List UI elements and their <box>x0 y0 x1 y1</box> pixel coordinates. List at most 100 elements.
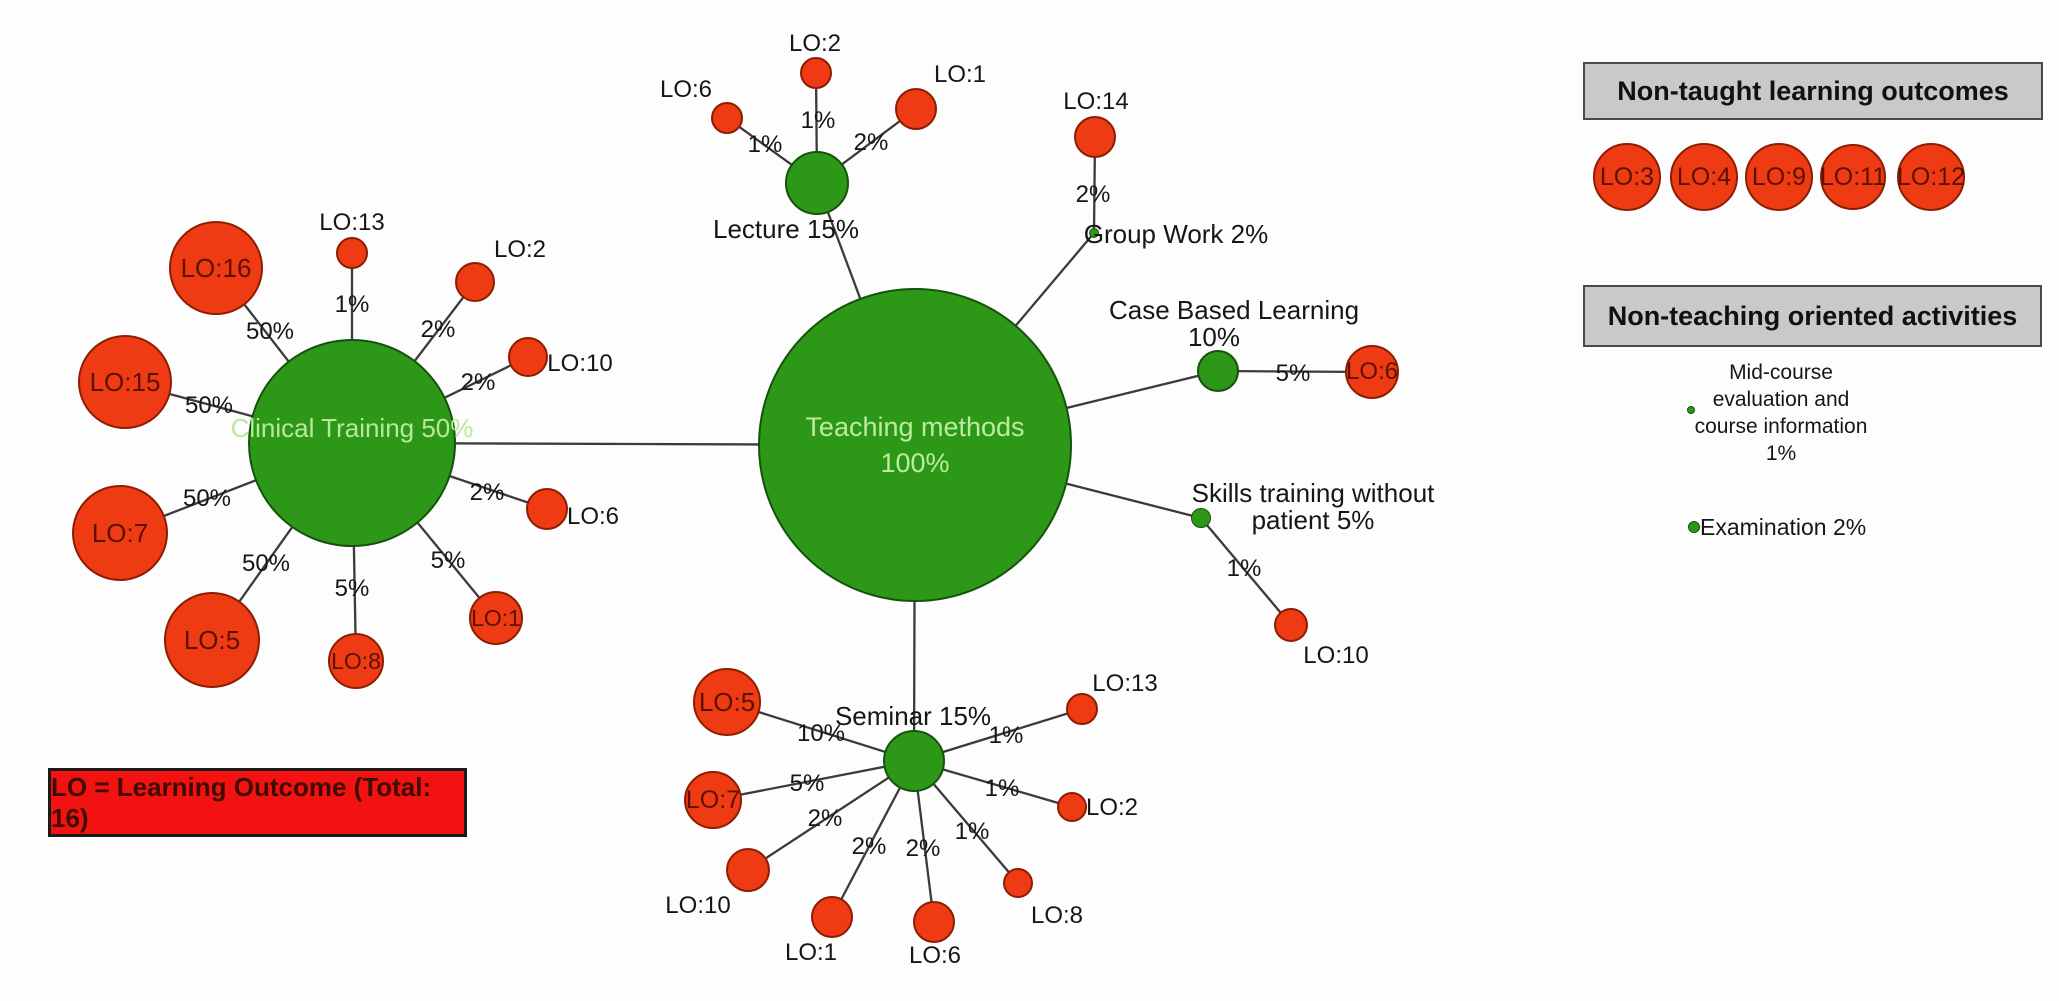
clinical-lo5-pct: 50% <box>241 550 291 578</box>
non-taught-header: Non-taught learning outcomes <box>1583 62 2043 120</box>
non-teaching-header: Non-teaching oriented activities <box>1583 285 2042 347</box>
midcourse-line1: Mid-course <box>1729 361 1833 384</box>
seminar-lo8-label: LO:8 <box>1030 902 1084 930</box>
node-clinical-lo2 <box>455 262 495 302</box>
node-group-work <box>1089 228 1099 238</box>
node-lecture-lo6 <box>711 102 743 134</box>
clinical-training-label: Clinical Training 50% <box>230 413 474 444</box>
seminar-lo1-pct: 2% <box>851 833 887 861</box>
lecture-lo6-label: LO:6 <box>659 76 713 104</box>
legend-label: LO = Learning Outcome (Total: 16) <box>51 771 432 833</box>
clinical-lo1-pct: 5% <box>430 547 466 575</box>
case-based-lo6-pct: 5% <box>1275 360 1311 388</box>
nontaught-lo9-label: LO:9 <box>1751 162 1807 191</box>
midcourse-line2: evaluation and <box>1712 388 1850 411</box>
node-clinical-lo15: LO:15 <box>78 335 172 429</box>
node-seminar-lo6 <box>913 901 955 943</box>
midcourse-line4: 1% <box>1765 442 1797 465</box>
lecture-lo2-label: LO:2 <box>788 30 842 58</box>
lecture-lo6-pct: 1% <box>747 131 783 159</box>
teaching-methods-label: Teaching methods 100% <box>805 411 1025 478</box>
node-nontaught-lo4: LO:4 <box>1670 143 1738 211</box>
seminar-lo6-label: LO:6 <box>908 942 962 970</box>
clinical-lo16-label: LO:16 <box>180 252 252 283</box>
nontaught-lo11-label: LO:11 <box>1819 162 1887 191</box>
node-clinical-lo16: LO:16 <box>169 221 263 315</box>
node-clinical-training <box>248 339 456 547</box>
clinical-lo10-pct: 2% <box>460 369 496 397</box>
seminar-lo7-label: LO:7 <box>685 785 741 814</box>
node-group-lo14 <box>1074 116 1116 158</box>
skills-label-line1: Skills training without <box>1191 478 1435 509</box>
seminar-lo10-label: LO:10 <box>665 892 731 920</box>
examination-dot <box>1688 521 1700 533</box>
case-based-lo6-label: LO:6 <box>1345 358 1399 385</box>
seminar-lo13-pct: 1% <box>988 722 1024 750</box>
node-seminar-lo13 <box>1066 693 1098 725</box>
lecture-lo2-pct: 1% <box>800 107 836 135</box>
clinical-lo5-label: LO:5 <box>183 624 241 655</box>
clinical-lo16-pct: 50% <box>245 318 295 346</box>
non-taught-header-label: Non-taught learning outcomes <box>1617 75 2009 106</box>
node-nontaught-lo3: LO:3 <box>1593 143 1661 211</box>
node-lecture <box>785 151 849 215</box>
seminar-lo5-pct: 10% <box>796 720 846 748</box>
clinical-lo6-label: LO:6 <box>566 503 620 531</box>
clinical-lo15-label: LO:15 <box>89 366 161 397</box>
node-clinical-lo5: LO:5 <box>164 592 260 688</box>
clinical-lo2-label: LO:2 <box>493 236 547 264</box>
skills-lo10-label: LO:10 <box>1303 642 1369 670</box>
node-case-based-learning <box>1197 350 1239 392</box>
clinical-lo10-label: LO:10 <box>547 350 613 378</box>
node-clinical-lo10 <box>508 337 548 377</box>
node-seminar-lo1 <box>811 896 853 938</box>
nontaught-lo3-label: LO:3 <box>1599 162 1655 191</box>
clinical-lo1-label: LO:1 <box>471 604 521 631</box>
clinical-lo13-pct: 1% <box>334 291 370 319</box>
skills-label-line2: patient 5% <box>1251 505 1375 536</box>
node-clinical-lo13 <box>336 237 368 269</box>
node-seminar-lo5: LO:5 <box>693 668 761 736</box>
node-lecture-lo1 <box>895 88 937 130</box>
seminar-lo1-label: LO:1 <box>784 939 838 967</box>
node-seminar-lo7: LO:7 <box>684 771 742 829</box>
seminar-lo13-label: LO:13 <box>1092 670 1158 698</box>
node-skills-training <box>1191 508 1211 528</box>
lecture-lo1-pct: 2% <box>853 129 889 157</box>
node-clinical-lo6 <box>526 488 568 530</box>
seminar-label: Seminar 15% <box>834 701 992 732</box>
node-teaching-methods: Teaching methods 100% <box>758 288 1072 602</box>
node-clinical-lo7: LO:7 <box>72 485 168 581</box>
clinical-lo6-pct: 2% <box>469 479 505 507</box>
lecture-label: Lecture 15% <box>713 214 859 245</box>
midcourse-label: Mid-course evaluation and course informa… <box>1695 359 1868 467</box>
group-work-label: Group Work 2% <box>1083 219 1269 250</box>
node-nontaught-lo9: LO:9 <box>1745 143 1813 211</box>
case-based-pct-label: 10% <box>1187 322 1241 353</box>
node-seminar-lo8 <box>1003 868 1033 898</box>
node-seminar-lo10 <box>726 848 770 892</box>
seminar-lo2-pct: 1% <box>984 775 1020 803</box>
clinical-lo7-label: LO:7 <box>91 517 149 548</box>
clinical-lo8-label: LO:8 <box>331 647 381 674</box>
seminar-lo2-label: LO:2 <box>1085 794 1139 822</box>
nontaught-lo12-label: LO:12 <box>1896 162 1966 191</box>
node-nontaught-lo11: LO:11 <box>1820 144 1886 210</box>
node-lecture-lo2 <box>800 57 832 89</box>
seminar-lo7-pct: 5% <box>789 770 825 798</box>
nontaught-lo4-label: LO:4 <box>1676 162 1732 191</box>
group-lo14-label: LO:14 <box>1063 88 1129 116</box>
clinical-lo7-pct: 50% <box>182 485 232 513</box>
node-nontaught-lo12: LO:12 <box>1897 143 1965 211</box>
group-lo14-pct: 2% <box>1075 181 1111 209</box>
node-clinical-lo1: LO:1 <box>469 591 523 645</box>
clinical-lo15-pct: 50% <box>184 392 234 420</box>
lecture-lo1-label: LO:1 <box>933 61 987 89</box>
skills-lo10-pct: 1% <box>1226 555 1262 583</box>
clinical-lo8-pct: 5% <box>334 575 370 603</box>
clinical-lo2-pct: 2% <box>420 316 456 344</box>
examination-label: Examination 2% <box>1700 513 1867 540</box>
midcourse-line3: course information <box>1694 415 1868 438</box>
seminar-lo8-pct: 1% <box>954 818 990 846</box>
